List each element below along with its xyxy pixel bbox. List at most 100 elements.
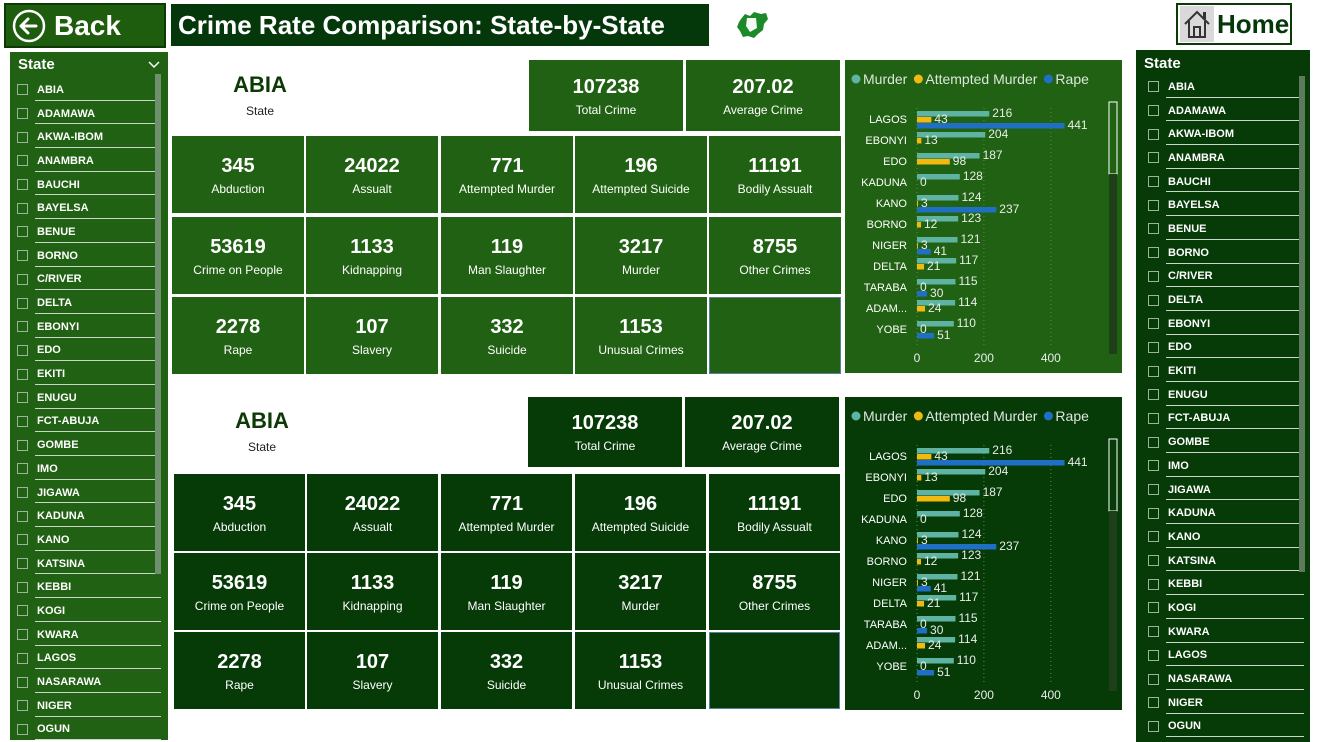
checkbox[interactable] bbox=[1148, 460, 1159, 472]
checkbox[interactable] bbox=[17, 179, 28, 191]
checkbox[interactable] bbox=[1148, 507, 1159, 519]
slicer-item[interactable]: BAYELSA bbox=[1148, 193, 1304, 217]
slicer-item[interactable]: ADAMAWA bbox=[17, 102, 161, 126]
slicer-item[interactable]: JIGAWA bbox=[1148, 478, 1304, 502]
slicer-item[interactable]: AKWA-IBOM bbox=[1148, 122, 1304, 146]
checkbox[interactable] bbox=[1148, 578, 1159, 590]
checkbox[interactable] bbox=[1148, 720, 1159, 732]
slicer-item[interactable]: FCT-ABUJA bbox=[1148, 407, 1304, 431]
slicer-item[interactable]: ENUGU bbox=[1148, 383, 1304, 407]
slicer-item[interactable]: BORNO bbox=[1148, 241, 1304, 265]
checkbox[interactable] bbox=[1148, 105, 1159, 117]
checkbox[interactable] bbox=[17, 368, 28, 380]
home-button[interactable]: Home bbox=[1176, 3, 1292, 45]
slicer-item[interactable]: GOMBE bbox=[17, 433, 161, 457]
checkbox[interactable] bbox=[1148, 152, 1159, 164]
checkbox[interactable] bbox=[1148, 318, 1159, 330]
slicer-item[interactable]: BAYELSA bbox=[17, 196, 161, 220]
slicer-item[interactable]: BENUE bbox=[1148, 217, 1304, 241]
slicer-item[interactable]: AKWA-IBOM bbox=[17, 125, 161, 149]
slicer-item[interactable]: EKITI bbox=[1148, 359, 1304, 383]
checkbox[interactable] bbox=[1148, 673, 1159, 685]
checkbox[interactable] bbox=[1148, 555, 1159, 567]
slicer-item[interactable]: KADUNA bbox=[17, 504, 161, 528]
slicer-item[interactable]: ADAMAWA bbox=[1148, 99, 1304, 123]
slicer-item[interactable]: KATSINA bbox=[1148, 549, 1304, 573]
checkbox[interactable] bbox=[1148, 412, 1159, 424]
slicer-item[interactable]: EKITI bbox=[17, 362, 161, 386]
checkbox[interactable] bbox=[17, 558, 28, 570]
checkbox[interactable] bbox=[1148, 199, 1159, 211]
slicer-item[interactable]: KANO bbox=[1148, 525, 1304, 549]
checkbox[interactable] bbox=[17, 202, 28, 214]
checkbox[interactable] bbox=[17, 155, 28, 167]
checkbox[interactable] bbox=[17, 605, 28, 617]
scrollbar[interactable] bbox=[1108, 101, 1118, 175]
slicer-item[interactable]: OGUN bbox=[17, 718, 161, 742]
slicer-item[interactable]: BORNO bbox=[17, 244, 161, 268]
slicer-item[interactable]: EDO bbox=[17, 339, 161, 363]
checkbox[interactable] bbox=[17, 463, 28, 475]
checkbox[interactable] bbox=[17, 487, 28, 499]
slicer-item[interactable]: KADUNA bbox=[1148, 501, 1304, 525]
slicer-item[interactable]: EDO bbox=[1148, 336, 1304, 360]
slicer-item[interactable]: KWARA bbox=[17, 623, 161, 647]
checkbox[interactable] bbox=[17, 131, 28, 143]
slicer-item[interactable]: LAGOS bbox=[17, 647, 161, 671]
checkbox[interactable] bbox=[1148, 81, 1159, 93]
checkbox[interactable] bbox=[1148, 649, 1159, 661]
checkbox[interactable] bbox=[17, 723, 28, 735]
scrollbar[interactable] bbox=[1299, 76, 1305, 572]
checkbox[interactable] bbox=[17, 415, 28, 427]
checkbox[interactable] bbox=[17, 439, 28, 451]
checkbox[interactable] bbox=[1148, 436, 1159, 448]
checkbox[interactable] bbox=[1148, 270, 1159, 282]
slicer-item[interactable]: IMO bbox=[1148, 454, 1304, 478]
checkbox[interactable] bbox=[1148, 531, 1159, 543]
checkbox[interactable] bbox=[1148, 602, 1159, 614]
slicer-item[interactable]: NIGER bbox=[1148, 691, 1304, 715]
slicer-item[interactable]: C/RIVER bbox=[17, 268, 161, 292]
checkbox[interactable] bbox=[17, 273, 28, 285]
slicer-item[interactable]: EBONYI bbox=[1148, 312, 1304, 336]
slicer-item[interactable]: KWARA bbox=[1148, 620, 1304, 644]
checkbox[interactable] bbox=[17, 108, 28, 120]
checkbox[interactable] bbox=[1148, 294, 1159, 306]
checkbox[interactable] bbox=[17, 629, 28, 641]
checkbox[interactable] bbox=[17, 84, 28, 96]
chevron-down-icon[interactable] bbox=[148, 58, 160, 72]
slicer-item[interactable]: ABIA bbox=[17, 78, 161, 102]
checkbox[interactable] bbox=[17, 344, 28, 356]
slicer-item[interactable]: EBONYI bbox=[17, 315, 161, 339]
checkbox[interactable] bbox=[17, 321, 28, 333]
slicer-item[interactable]: NASARAWA bbox=[17, 670, 161, 694]
checkbox[interactable] bbox=[17, 676, 28, 688]
checkbox[interactable] bbox=[17, 297, 28, 309]
checkbox[interactable] bbox=[1148, 697, 1159, 709]
back-button[interactable]: Back bbox=[4, 3, 166, 48]
checkbox[interactable] bbox=[17, 510, 28, 522]
slicer-item[interactable]: ENUGU bbox=[17, 386, 161, 410]
checkbox[interactable] bbox=[17, 392, 28, 404]
checkbox[interactable] bbox=[1148, 626, 1159, 638]
checkbox[interactable] bbox=[17, 652, 28, 664]
slicer-item[interactable]: KATSINA bbox=[17, 552, 161, 576]
checkbox[interactable] bbox=[1148, 365, 1159, 377]
checkbox[interactable] bbox=[1148, 223, 1159, 235]
slicer-item[interactable]: ABIA bbox=[1148, 75, 1304, 99]
slicer-item[interactable]: IMO bbox=[17, 457, 161, 481]
slicer-item[interactable]: ANAMBRA bbox=[1148, 146, 1304, 170]
slicer-item[interactable]: FCT-ABUJA bbox=[17, 410, 161, 434]
checkbox[interactable] bbox=[1148, 484, 1159, 496]
checkbox[interactable] bbox=[1148, 176, 1159, 188]
slicer-item[interactable]: BAUCHI bbox=[17, 173, 161, 197]
slicer-item[interactable]: KEBBI bbox=[17, 575, 161, 599]
slicer-item[interactable]: NASARAWA bbox=[1148, 667, 1304, 691]
slicer-item[interactable]: JIGAWA bbox=[17, 481, 161, 505]
slicer-item[interactable]: C/RIVER bbox=[1148, 265, 1304, 289]
slicer-item[interactable]: KANO bbox=[17, 528, 161, 552]
slicer-item[interactable]: OGUN bbox=[1148, 715, 1304, 739]
checkbox[interactable] bbox=[17, 250, 28, 262]
checkbox[interactable] bbox=[17, 700, 28, 712]
slicer-item[interactable]: GOMBE bbox=[1148, 430, 1304, 454]
